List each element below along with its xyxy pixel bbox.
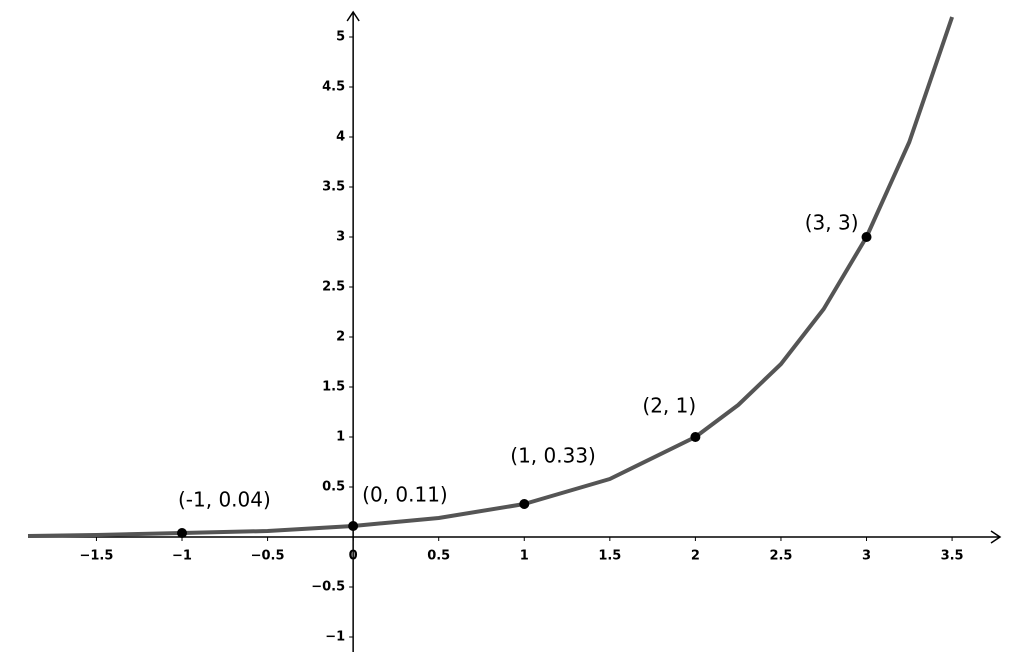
point [348,521,359,531]
point-label: (-1, 0.04) [178,488,271,512]
x-tick-label: −0.5 [251,549,285,564]
point-label: (3, 3) [805,211,859,235]
x-tick-label: 1.5 [598,549,621,564]
y-tick-label: 2 [336,330,345,345]
y-tick-label: 5 [336,30,345,45]
x-tick-label: 3 [862,549,871,564]
x-tick-label: −1 [172,549,192,564]
x-tick-label: 1 [520,549,529,564]
y-tick-label: 4.5 [322,80,345,95]
x-tick-label: 0 [349,549,358,564]
point-label: (2, 1) [642,394,696,418]
x-tick-label: 0.5 [427,549,450,564]
x-tick-label: −1.5 [79,549,113,564]
x-tick-label: 2 [691,549,700,564]
point [177,528,188,538]
point [690,432,701,442]
x-axis-arrow [990,530,1002,544]
y-tick-label: 3.5 [322,180,345,195]
y-tick-label: 1 [336,430,345,445]
curve [27,16,954,538]
y-tick-label: 3 [336,230,345,245]
point-label: (0, 0.11) [362,483,448,507]
x-tick-label: 3.5 [941,549,964,564]
y-tick-label: 2.5 [322,280,345,295]
x-tick-label: 2.5 [769,549,792,564]
y-tick-label: −1 [325,630,345,645]
y-tick-label: 0.5 [322,480,345,495]
y-tick-label: 1.5 [322,380,345,395]
y-tick-label: 4 [336,130,345,145]
point [519,499,530,509]
y-axis-arrow [346,10,360,22]
y-tick-label: −0.5 [311,580,345,595]
point [861,232,872,242]
point-label: (1, 0.33) [510,444,596,468]
